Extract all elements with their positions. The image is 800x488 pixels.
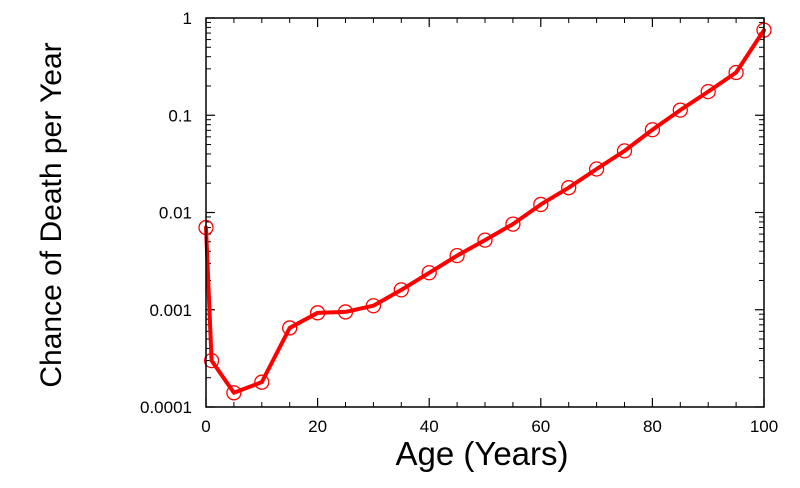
- data-point: [421, 265, 437, 281]
- data-point: [365, 298, 382, 314]
- y-axis-label: Chance of Death per Year: [35, 42, 68, 387]
- data-point: [393, 282, 409, 298]
- x-tick-label-5: 100: [750, 417, 778, 436]
- x-tick-labels: 0 20 40 60 80 100: [201, 417, 778, 436]
- y-tick-label-4: 1: [183, 9, 192, 28]
- data-point: [588, 161, 605, 177]
- x-tick-label-3: 60: [531, 417, 550, 436]
- data-point: [226, 385, 242, 401]
- series-line-0: [204, 28, 766, 395]
- y-tick-label-3: 0.1: [168, 106, 192, 125]
- data-point: [644, 122, 661, 138]
- data-point: [309, 305, 326, 321]
- x-axis-label: Age (Years): [395, 435, 568, 472]
- data-point: [337, 304, 354, 320]
- x-tick-label-4: 80: [643, 417, 662, 436]
- data-point: [616, 143, 633, 159]
- data-point: [282, 320, 298, 336]
- data-point: [203, 352, 220, 369]
- data-point: [449, 247, 465, 264]
- data-point: [254, 374, 270, 390]
- series-layer: [198, 22, 772, 401]
- x-tick-label-2: 40: [420, 417, 439, 436]
- data-point: [505, 216, 521, 232]
- y-tick-labels: 0.0001 0.001 0.01 0.1 1: [140, 9, 192, 417]
- y-tick-label-2: 0.01: [159, 204, 192, 223]
- data-point: [477, 232, 493, 248]
- plot-frame: [205, 17, 765, 408]
- data-point: [533, 196, 549, 213]
- y-tick-label-1: 0.001: [149, 301, 192, 320]
- ticks-layer: [205, 17, 765, 408]
- data-point: [672, 102, 688, 118]
- data-point: [700, 83, 716, 100]
- y-tick-label-0: 0.0001: [140, 398, 192, 417]
- x-tick-label-0: 0: [201, 417, 210, 436]
- x-tick-label-1: 20: [308, 417, 327, 436]
- data-point: [561, 180, 577, 196]
- data-point: [728, 64, 744, 81]
